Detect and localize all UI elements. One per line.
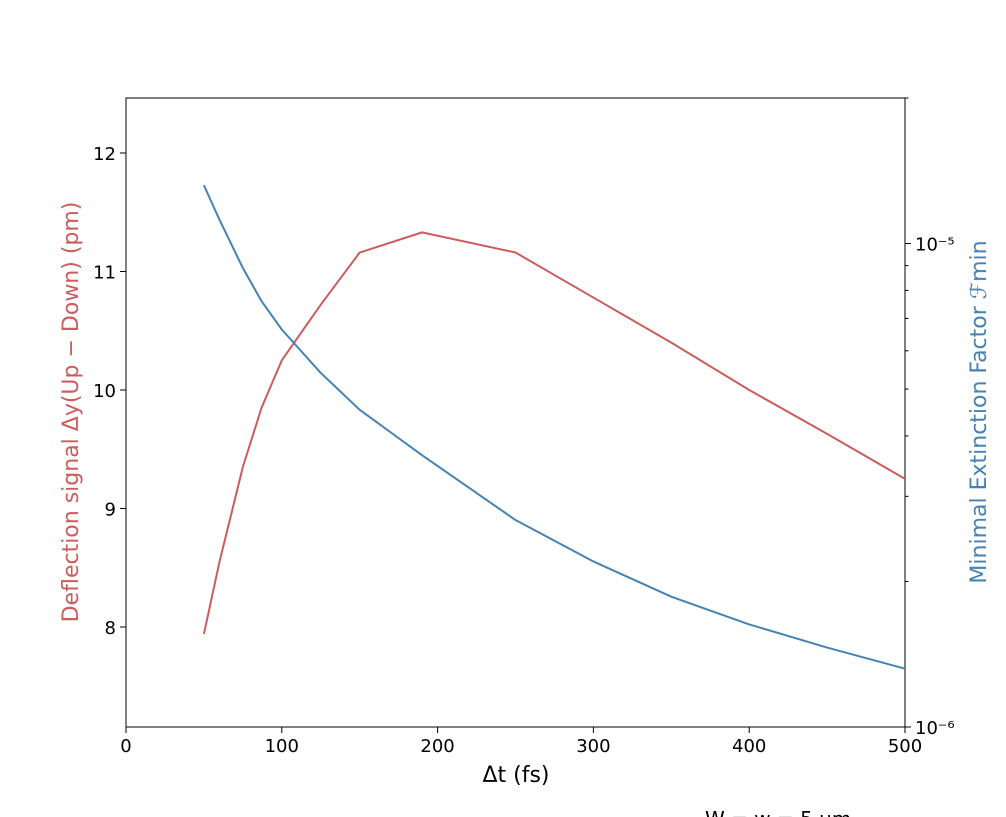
x-tick-label: 500 <box>888 736 922 757</box>
y-tick-label: 9 <box>105 499 116 520</box>
x-tick-label: 200 <box>420 736 454 757</box>
series-line <box>202 231 906 635</box>
y-tick-label: 11 <box>93 262 116 283</box>
y-tick-label: 12 <box>93 144 116 165</box>
x-tick-label: 300 <box>576 736 610 757</box>
y-axis-label: Deflection signal Δy(Up − Down) (pm) <box>59 202 84 623</box>
series-line <box>202 184 906 670</box>
y2-axis-label: Minimal Extinction Factor ℱmin <box>967 240 992 583</box>
x-tick-label: 0 <box>120 736 131 757</box>
y2-tick-label: 10⁻⁵ <box>915 235 955 256</box>
y2-tick-label: 10⁻⁶ <box>915 718 955 739</box>
y-tick-label: 8 <box>105 618 116 639</box>
x-tick-label: 400 <box>732 736 766 757</box>
y-tick-label: 10 <box>93 381 116 402</box>
x-axis-label: Δt (fs) <box>482 763 549 788</box>
annotation: W = w = 5 μm <box>705 807 851 817</box>
plot-frame <box>125 97 906 728</box>
x-tick-label: 100 <box>265 736 299 757</box>
